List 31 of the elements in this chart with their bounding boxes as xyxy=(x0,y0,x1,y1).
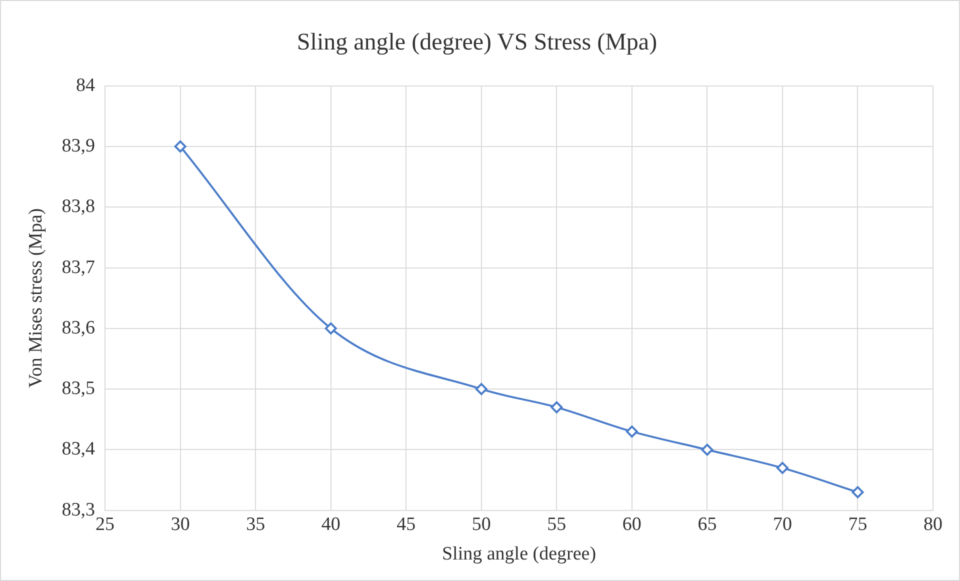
x-tick-label: 70 xyxy=(772,514,792,535)
x-tick-label: 60 xyxy=(622,514,642,535)
point xyxy=(475,383,488,396)
y-tick-label: 83,5 xyxy=(62,378,96,400)
x-axis-title: Sling angle (degree) xyxy=(442,544,596,565)
x-tick-label: 55 xyxy=(547,514,566,535)
point xyxy=(852,486,864,498)
x-tick-label: 40 xyxy=(321,514,340,535)
x-tick-label: 50 xyxy=(472,514,491,535)
x-tick-label: 80 xyxy=(924,514,942,535)
point xyxy=(701,444,714,456)
point xyxy=(550,401,563,414)
x-tick-label: 75 xyxy=(848,514,868,535)
y-tick-label: 84 xyxy=(76,74,96,96)
point xyxy=(626,426,638,438)
y-tick-label: 83,6 xyxy=(62,317,96,338)
y-tick-label: 83,3 xyxy=(62,499,96,520)
y-tick-label: 83,8 xyxy=(62,196,96,218)
x-tick-label: 65 xyxy=(698,514,717,535)
chart-title: Sling angle (degree) VS Stress (Mpa) xyxy=(296,30,658,56)
point xyxy=(174,140,186,152)
y-axis-title: Von Mises stress (Mpa) xyxy=(25,208,46,388)
x-tick-label: 35 xyxy=(246,514,266,535)
y-tick-label: 83,4 xyxy=(62,438,96,460)
point xyxy=(324,322,337,334)
y-tick-label: 83,7 xyxy=(62,256,96,278)
x-tick-label: 30 xyxy=(170,514,190,535)
x-tick-label: 25 xyxy=(96,514,115,535)
x-tick-label: 45 xyxy=(396,514,416,535)
y-tick-label: 83,9 xyxy=(62,135,96,156)
point xyxy=(776,462,788,474)
